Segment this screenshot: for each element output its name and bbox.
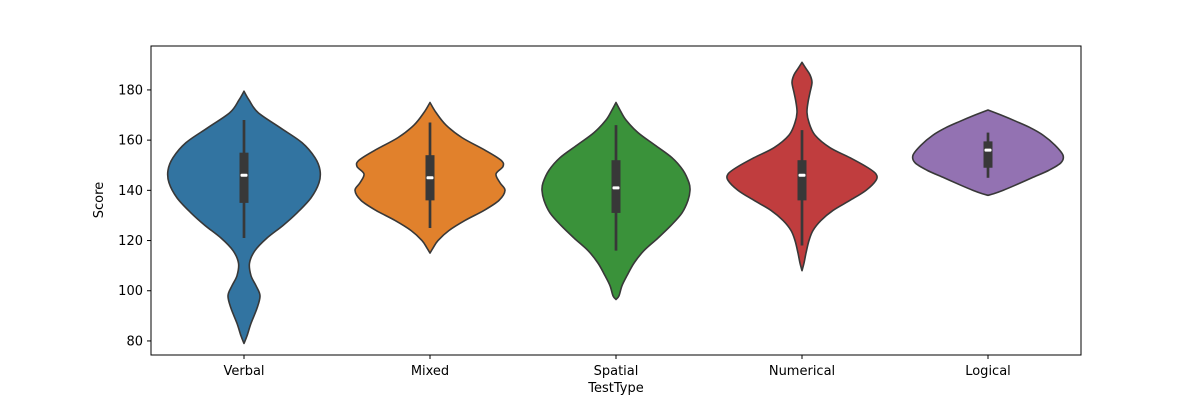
median-marker-numerical (798, 173, 806, 177)
violins-layer (166, 61, 1065, 345)
iqr-box-logical (983, 141, 993, 168)
median-marker-spatial (612, 186, 620, 190)
iqr-box-verbal (239, 152, 249, 203)
y-tick-label: 100 (118, 284, 143, 299)
x-axis-label: TestType (587, 381, 643, 396)
y-tick-label: 140 (118, 184, 143, 199)
median-marker-logical (984, 148, 992, 152)
y-axis-label: Score (92, 182, 107, 218)
x-tick-label: Numerical (769, 364, 835, 379)
plot-border (150, 45, 1082, 356)
x-tick-label: Logical (965, 364, 1011, 379)
median-marker-verbal (240, 173, 248, 177)
x-tick-label: Mixed (411, 364, 449, 379)
y-tick-label: 160 (118, 134, 143, 149)
median-marker-mixed (426, 176, 434, 180)
x-tick-label: Spatial (594, 364, 639, 379)
y-tick-label: 80 (126, 334, 143, 349)
iqr-box-numerical (797, 160, 807, 201)
y-tick-label: 120 (118, 234, 143, 249)
axes-layer: 80 100 120 140 160 180 Verbal Mixed Spatial Numer… (118, 83, 1011, 379)
x-tick-label: Verbal (223, 364, 264, 379)
y-tick-label: 180 (118, 83, 143, 98)
